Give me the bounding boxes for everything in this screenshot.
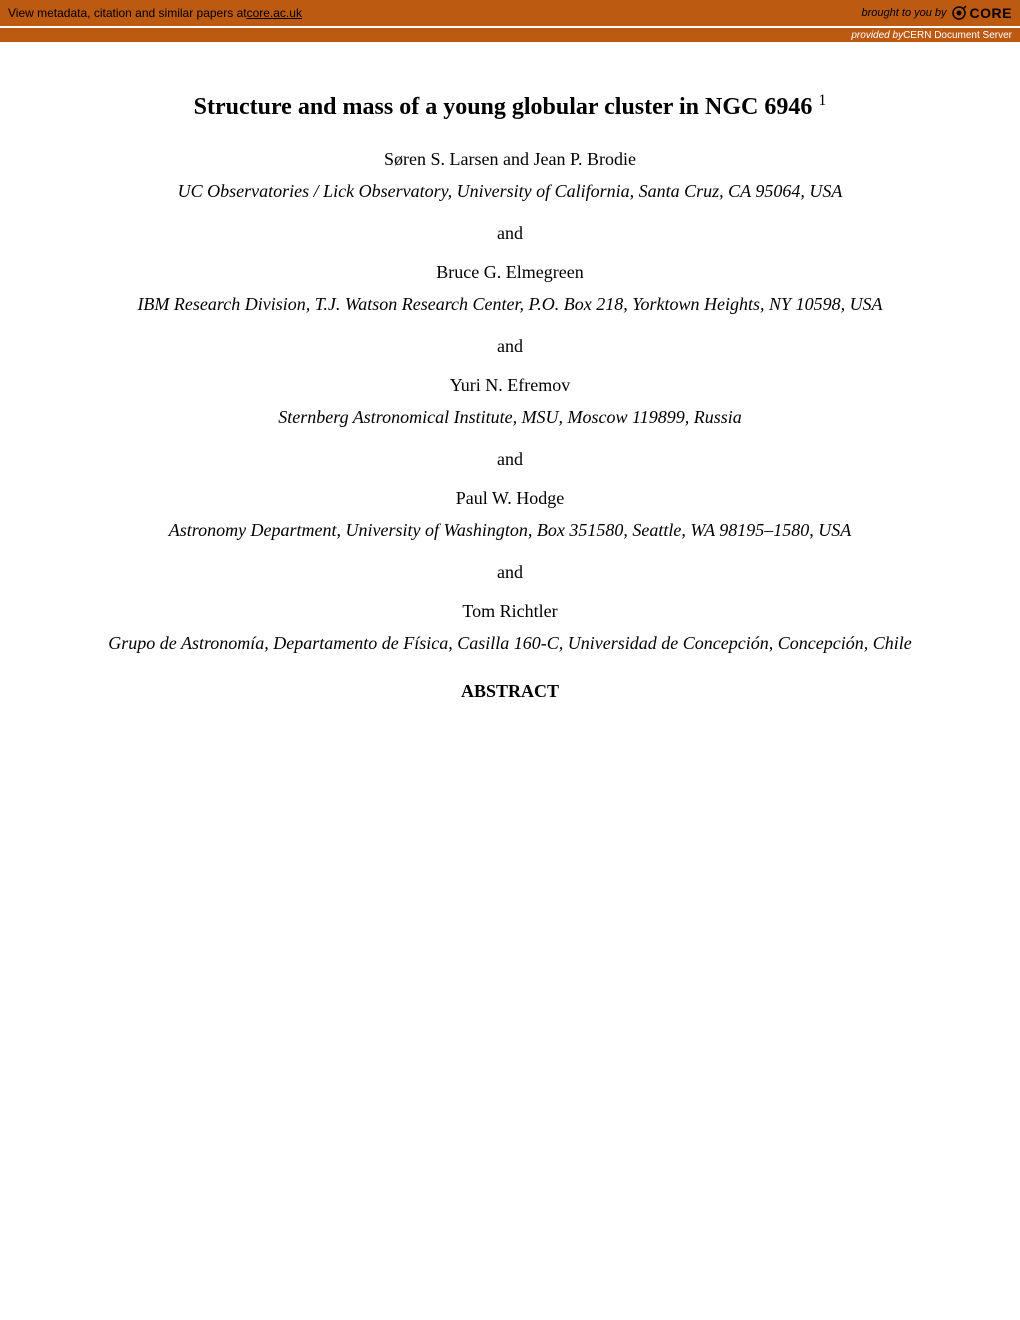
- provided-by-banner: provided by CERN Document Server: [0, 26, 1020, 42]
- title-text: Structure and mass of a young globular c…: [194, 94, 813, 120]
- core-brand-text: CORE: [970, 5, 1012, 21]
- affiliation-2: Sternberg Astronomical Institute, MSU, M…: [90, 404, 930, 431]
- core-link[interactable]: core.ac.uk: [247, 6, 302, 20]
- banner-right: brought to you by CORE: [862, 5, 1012, 21]
- affiliation-4: Grupo de Astronomía, Departamento de Fís…: [90, 630, 930, 657]
- author-names-0: Søren S. Larsen and Jean P. Brodie: [90, 149, 930, 170]
- and-separator-0: and: [90, 223, 930, 244]
- banner-left: View metadata, citation and similar pape…: [8, 6, 302, 20]
- author-names-2: Yuri N. Efremov: [90, 375, 930, 396]
- brought-by-text: brought to you by: [862, 7, 947, 19]
- provided-by-source: CERN Document Server: [903, 30, 1012, 41]
- and-separator-1: and: [90, 336, 930, 357]
- author-names-1: Bruce G. Elmegreen: [90, 262, 930, 283]
- core-metadata-banner: View metadata, citation and similar pape…: [0, 0, 1020, 26]
- core-logo[interactable]: CORE: [951, 5, 1012, 21]
- affiliation-0: UC Observatories / Lick Observatory, Uni…: [90, 178, 930, 205]
- affiliation-3: Astronomy Department, University of Wash…: [90, 517, 930, 544]
- and-separator-2: and: [90, 449, 930, 470]
- core-icon: [951, 5, 967, 21]
- and-separator-3: and: [90, 562, 930, 583]
- affiliation-1: IBM Research Division, T.J. Watson Resea…: [90, 291, 930, 318]
- provided-by-prefix: provided by: [851, 30, 903, 41]
- author-names-4: Tom Richtler: [90, 601, 930, 622]
- paper-content: Structure and mass of a young globular c…: [0, 42, 1020, 702]
- paper-title: Structure and mass of a young globular c…: [90, 92, 930, 121]
- title-footnote: 1: [818, 92, 826, 109]
- abstract-heading: ABSTRACT: [90, 681, 930, 702]
- author-names-3: Paul W. Hodge: [90, 488, 930, 509]
- metadata-text: View metadata, citation and similar pape…: [8, 6, 247, 20]
